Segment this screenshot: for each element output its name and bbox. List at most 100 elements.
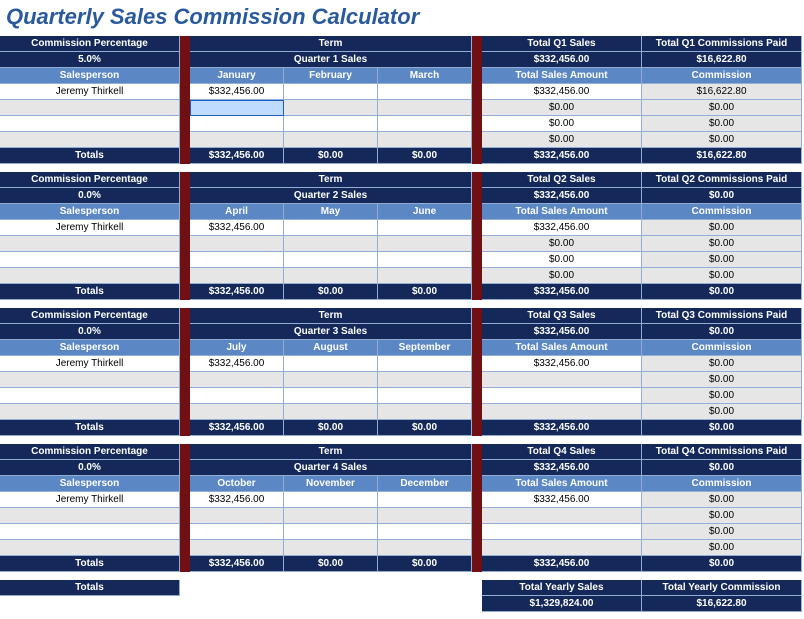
term-label: Quarter 2 Sales bbox=[190, 188, 472, 204]
month-hdr: August bbox=[284, 340, 378, 356]
row-total-sales: $0.00 bbox=[482, 132, 642, 148]
month-cell[interactable] bbox=[378, 508, 472, 524]
month-cell[interactable] bbox=[284, 404, 378, 420]
month-cell[interactable] bbox=[190, 116, 284, 132]
month-totals-row: $332,456.00$0.00$0.00 bbox=[190, 284, 472, 300]
month-cell[interactable] bbox=[378, 388, 472, 404]
month-hdr: May bbox=[284, 204, 378, 220]
month-cell[interactable] bbox=[190, 236, 284, 252]
month-cell[interactable] bbox=[378, 356, 472, 372]
month-cell[interactable] bbox=[378, 540, 472, 556]
month-cell[interactable] bbox=[378, 268, 472, 284]
month-cell[interactable] bbox=[190, 268, 284, 284]
salesperson-cell[interactable] bbox=[0, 404, 180, 420]
salesperson-cell[interactable]: Jeremy Thirkell bbox=[0, 356, 180, 372]
month-cell[interactable] bbox=[284, 116, 378, 132]
salesperson-cell[interactable]: Jeremy Thirkell bbox=[0, 220, 180, 236]
month-cell[interactable] bbox=[284, 84, 378, 100]
q-total-sales-hdr: Total Q1 Sales bbox=[482, 36, 642, 52]
month-cell[interactable] bbox=[190, 100, 284, 116]
month-cell[interactable] bbox=[284, 220, 378, 236]
month-cell[interactable] bbox=[378, 116, 472, 132]
month-cell[interactable] bbox=[284, 508, 378, 524]
month-cell[interactable] bbox=[284, 268, 378, 284]
month-cell[interactable] bbox=[378, 492, 472, 508]
salesperson-cell[interactable] bbox=[0, 252, 180, 268]
vbar bbox=[180, 36, 190, 52]
month-cell[interactable] bbox=[378, 236, 472, 252]
quarter-total-commission: $16,622.80 bbox=[642, 148, 802, 164]
quarter-total-commission: $0.00 bbox=[642, 556, 802, 572]
row-commission: $0.00 bbox=[642, 404, 802, 420]
commission-pct-hdr: Commission Percentage bbox=[0, 444, 180, 460]
salesperson-cell[interactable] bbox=[0, 540, 180, 556]
month-cell[interactable] bbox=[284, 236, 378, 252]
month-cell[interactable] bbox=[190, 132, 284, 148]
month-cell[interactable] bbox=[284, 492, 378, 508]
month-cell[interactable] bbox=[190, 540, 284, 556]
month-cell[interactable] bbox=[378, 84, 472, 100]
salesperson-cell[interactable] bbox=[0, 132, 180, 148]
month-cell[interactable] bbox=[284, 372, 378, 388]
month-cell[interactable] bbox=[284, 132, 378, 148]
month-cell[interactable] bbox=[378, 220, 472, 236]
month-cell[interactable] bbox=[284, 356, 378, 372]
row-commission: $0.00 bbox=[642, 252, 802, 268]
row-commission: $0.00 bbox=[642, 116, 802, 132]
month-cell[interactable] bbox=[284, 252, 378, 268]
month-cell[interactable] bbox=[378, 252, 472, 268]
commission-pct-value: 0.0% bbox=[0, 324, 180, 340]
month-cells: $332,456.00 bbox=[190, 220, 472, 236]
month-cell[interactable] bbox=[190, 524, 284, 540]
row-commission: $0.00 bbox=[642, 268, 802, 284]
month-cell[interactable]: $332,456.00 bbox=[190, 492, 284, 508]
salesperson-cell[interactable] bbox=[0, 268, 180, 284]
month-cell[interactable]: $332,456.00 bbox=[190, 220, 284, 236]
month-cell[interactable] bbox=[190, 372, 284, 388]
month-total: $0.00 bbox=[378, 556, 472, 572]
month-hdr: November bbox=[284, 476, 378, 492]
row-total-sales bbox=[482, 524, 642, 540]
month-cell[interactable] bbox=[378, 100, 472, 116]
salesperson-cell[interactable] bbox=[0, 372, 180, 388]
salesperson-cell[interactable]: Jeremy Thirkell bbox=[0, 492, 180, 508]
month-cell[interactable] bbox=[190, 508, 284, 524]
total-sales-amount-hdr: Total Sales Amount bbox=[482, 68, 642, 84]
row-total-sales: $0.00 bbox=[482, 252, 642, 268]
month-cell[interactable] bbox=[284, 388, 378, 404]
month-cell[interactable] bbox=[378, 524, 472, 540]
month-cell[interactable]: $332,456.00 bbox=[190, 356, 284, 372]
totals-label: Totals bbox=[0, 556, 180, 572]
q-total-comm-hdr: Total Q1 Commissions Paid bbox=[642, 36, 802, 52]
month-cell[interactable] bbox=[284, 540, 378, 556]
salesperson-cell[interactable]: Jeremy Thirkell bbox=[0, 84, 180, 100]
row-total-sales bbox=[482, 508, 642, 524]
month-cell[interactable] bbox=[190, 388, 284, 404]
total-yearly-sales: $1,329,824.00 bbox=[482, 596, 642, 612]
row-commission: $0.00 bbox=[642, 132, 802, 148]
month-cell[interactable] bbox=[284, 100, 378, 116]
salesperson-cell[interactable] bbox=[0, 524, 180, 540]
total-sales-amount-hdr: Total Sales Amount bbox=[482, 204, 642, 220]
row-commission: $0.00 bbox=[642, 356, 802, 372]
month-cell[interactable] bbox=[190, 252, 284, 268]
salesperson-hdr: Salesperson bbox=[0, 340, 180, 356]
term-hdr: Term bbox=[190, 444, 472, 460]
salesperson-cell[interactable] bbox=[0, 116, 180, 132]
month-cell[interactable] bbox=[378, 372, 472, 388]
salesperson-cell[interactable] bbox=[0, 508, 180, 524]
months-hdr-row: OctoberNovemberDecember bbox=[190, 476, 472, 492]
month-hdr: January bbox=[190, 68, 284, 84]
salesperson-cell[interactable] bbox=[0, 236, 180, 252]
month-cell[interactable] bbox=[378, 132, 472, 148]
row-commission: $0.00 bbox=[642, 524, 802, 540]
month-total: $0.00 bbox=[378, 420, 472, 436]
month-cells bbox=[190, 268, 472, 284]
month-cell[interactable] bbox=[284, 524, 378, 540]
salesperson-cell[interactable] bbox=[0, 388, 180, 404]
commission-pct-hdr: Commission Percentage bbox=[0, 172, 180, 188]
month-cell[interactable] bbox=[378, 404, 472, 420]
salesperson-cell[interactable] bbox=[0, 100, 180, 116]
month-cell[interactable] bbox=[190, 404, 284, 420]
month-cell[interactable]: $332,456.00 bbox=[190, 84, 284, 100]
